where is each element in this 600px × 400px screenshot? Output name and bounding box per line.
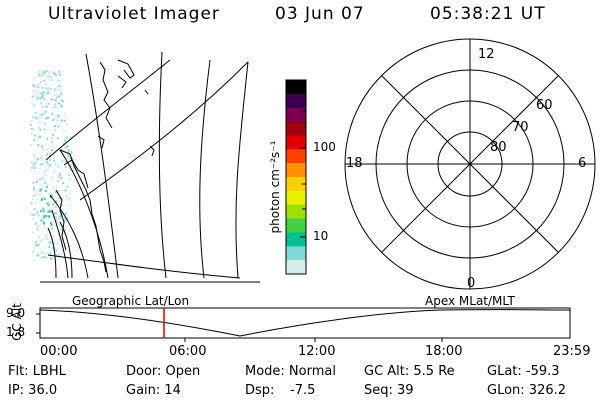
colorbar (285, 79, 307, 275)
ip-info: IP: 36.0 (8, 383, 58, 398)
date-label: 03 Jun 07 (275, 4, 365, 24)
gc-alt-info: GC Alt: 5.5 Re (364, 364, 455, 379)
y-tick-high: 9.0 (6, 306, 26, 320)
glat-info: GLat: -59.3 (487, 364, 560, 379)
instrument-title: Ultraviolet Imager (48, 4, 220, 24)
mlt-label-18: 18 (346, 156, 363, 171)
colorbar-tick-100: 100 (313, 140, 336, 154)
aurora-emission (29, 70, 75, 262)
colorbar-cell (286, 260, 306, 275)
timeline-plot (36, 307, 571, 342)
x-tick-1200: 12:00 (298, 344, 336, 359)
lat-label-80: 80 (490, 140, 507, 155)
mlt-label-12: 12 (478, 47, 495, 62)
polar-diagonal-2 (381, 75, 559, 253)
colorbar-cell (286, 204, 306, 220)
door-info: Door: Open (126, 364, 201, 379)
colorbar-cell (286, 218, 306, 233)
seq-info: Seq: 39 (364, 383, 414, 398)
filter-info: Flt: LBHL (8, 364, 66, 379)
coastlines (55, 59, 155, 273)
geographic-map (29, 51, 260, 283)
map-caption: Geographic Lat/Lon (72, 294, 190, 308)
mlt-label-0: 0 (467, 276, 476, 291)
colorbar-cell (286, 177, 306, 192)
colorbar-cell (286, 190, 306, 206)
colorbar-cell (286, 232, 306, 247)
map-grid (45, 51, 249, 279)
colorbar-cell (286, 93, 306, 109)
colorbar-cell (286, 246, 306, 261)
lat-label-60: 60 (536, 98, 553, 113)
colorbar-cell (286, 121, 306, 136)
gain-info: Gain: 14 (126, 383, 181, 398)
apex-caption: Apex MLat/MLT (425, 294, 515, 308)
altitude-curve (39, 309, 571, 337)
timeline-frame (39, 307, 571, 339)
glon-info: GLon: 326.2 (487, 383, 567, 398)
time-label: 05:38:21 UT (430, 4, 546, 24)
y-tick-low: 1.8 (6, 325, 26, 339)
colorbar-cell (286, 107, 306, 123)
colorbar-unit-label: photon cm⁻²s⁻¹ (268, 140, 282, 234)
colorbar-cell (286, 80, 306, 95)
x-tick-0000: 00:00 (40, 344, 78, 359)
lat-label-70: 70 (512, 120, 529, 135)
mlt-label-6: 6 (578, 156, 587, 171)
x-tick-0600: 06:00 (169, 344, 207, 359)
colorbar-cell (286, 135, 306, 150)
polar-plot (344, 38, 596, 290)
colorbar-cell (286, 163, 306, 178)
x-tick-2359: 23:59 (553, 344, 591, 359)
colorbar-cell (286, 149, 306, 164)
dsp-label: Dsp: (245, 383, 275, 398)
colorbar-tick-10: 10 (313, 229, 329, 243)
x-tick-1800: 18:00 (425, 344, 463, 359)
dsp-value: -7.5 (290, 383, 316, 398)
mode-info: Mode: Normal (245, 364, 336, 379)
